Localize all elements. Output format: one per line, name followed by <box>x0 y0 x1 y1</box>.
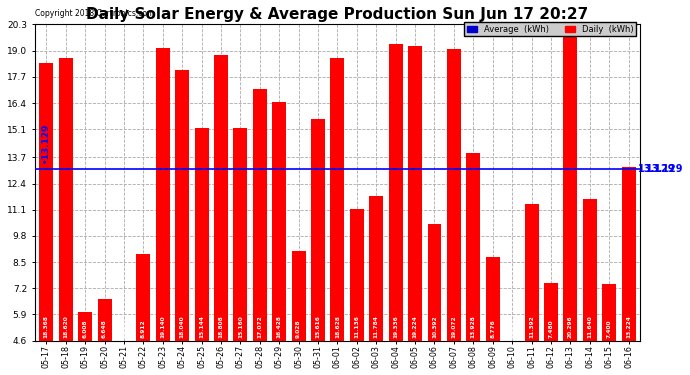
Bar <box>214 54 228 340</box>
Legend: Average  (kWh), Daily  (kWh): Average (kWh), Daily (kWh) <box>464 22 636 36</box>
Text: 17.072: 17.072 <box>257 315 262 338</box>
Text: 18.368: 18.368 <box>44 315 49 338</box>
Bar <box>175 70 189 341</box>
Bar <box>563 25 578 341</box>
Bar <box>273 102 286 340</box>
Text: 16.428: 16.428 <box>277 315 282 338</box>
Bar <box>39 63 53 340</box>
Bar <box>388 44 403 340</box>
Bar <box>369 196 383 340</box>
Text: 7.400: 7.400 <box>607 319 611 338</box>
Text: 18.040: 18.040 <box>179 315 185 338</box>
Text: 7.480: 7.480 <box>549 319 553 338</box>
Text: 11.784: 11.784 <box>374 315 379 338</box>
Text: 11.640: 11.640 <box>587 315 592 338</box>
Title: Daily Solar Energy & Average Production Sun Jun 17 20:27: Daily Solar Energy & Average Production … <box>86 7 589 22</box>
Bar <box>428 224 442 340</box>
Bar <box>486 256 500 340</box>
Bar <box>602 284 616 340</box>
Text: 15.616: 15.616 <box>315 315 321 338</box>
Bar <box>137 254 150 340</box>
Bar <box>544 283 558 340</box>
Bar <box>59 58 72 340</box>
Bar <box>156 48 170 340</box>
Text: 15.144: 15.144 <box>199 315 204 338</box>
Text: 10.392: 10.392 <box>432 315 437 338</box>
Text: 0.000: 0.000 <box>121 320 126 338</box>
Text: 13.928: 13.928 <box>471 315 476 338</box>
Bar <box>408 46 422 340</box>
Text: 15.160: 15.160 <box>238 315 243 338</box>
Text: 13.224: 13.224 <box>626 315 631 338</box>
Bar <box>78 312 92 340</box>
Text: 8.776: 8.776 <box>490 319 495 338</box>
Bar <box>195 128 208 340</box>
Bar <box>292 252 306 340</box>
Text: 18.628: 18.628 <box>335 315 340 338</box>
Text: 18.808: 18.808 <box>219 315 224 338</box>
Bar <box>622 167 635 340</box>
Bar <box>331 58 344 340</box>
Text: 8.912: 8.912 <box>141 319 146 338</box>
Text: 19.224: 19.224 <box>413 315 417 338</box>
Text: 18.620: 18.620 <box>63 315 68 338</box>
Text: 6.008: 6.008 <box>83 319 88 338</box>
Text: Copyright 2018 Cartronics.com: Copyright 2018 Cartronics.com <box>34 9 154 18</box>
Bar <box>253 90 267 340</box>
Bar <box>97 299 112 340</box>
Bar <box>350 209 364 340</box>
Bar <box>447 49 461 340</box>
Text: 19.336: 19.336 <box>393 315 398 338</box>
Text: 19.140: 19.140 <box>160 315 166 338</box>
Bar <box>583 199 597 340</box>
Text: •13.129: •13.129 <box>41 123 50 163</box>
Text: 19.072: 19.072 <box>451 315 456 338</box>
Text: 13.129: 13.129 <box>638 164 676 174</box>
Bar <box>233 128 248 340</box>
Text: 13.129: 13.129 <box>647 164 684 174</box>
Text: 6.648: 6.648 <box>102 319 107 338</box>
Text: 11.392: 11.392 <box>529 315 534 338</box>
Bar <box>466 153 480 340</box>
Text: 9.028: 9.028 <box>296 319 301 338</box>
Text: 0.000: 0.000 <box>510 320 515 338</box>
Bar <box>311 119 325 340</box>
Text: 20.296: 20.296 <box>568 315 573 338</box>
Bar <box>524 204 538 340</box>
Text: 11.136: 11.136 <box>355 315 359 338</box>
